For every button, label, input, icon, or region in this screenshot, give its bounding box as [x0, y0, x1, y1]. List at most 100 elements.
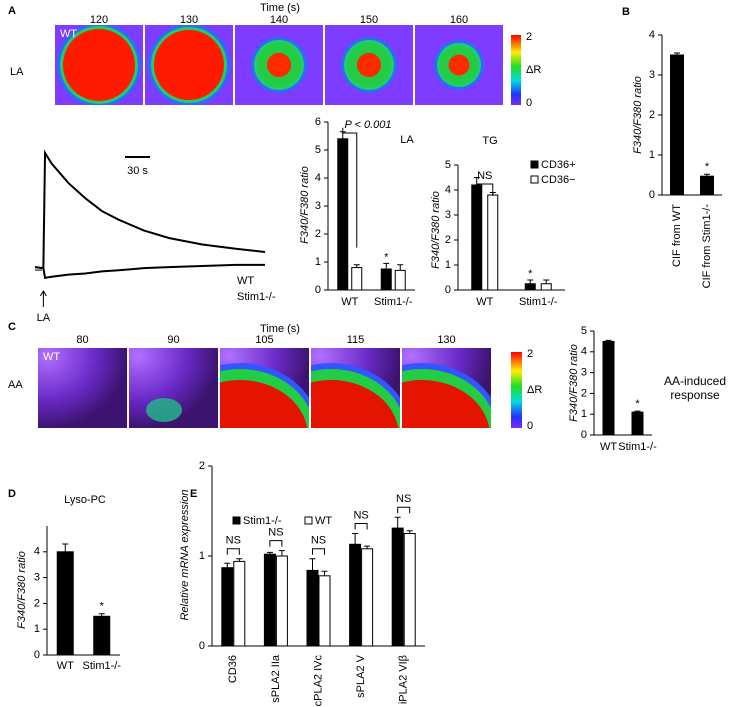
- error-bar: [224, 562, 231, 568]
- stimulus-arrow: [39, 290, 47, 307]
- legend-label: Stim1-/-: [243, 515, 282, 527]
- annotation: *: [100, 601, 105, 613]
- y-tick-label: 3: [649, 69, 655, 81]
- colorbar-label: ΔR: [526, 64, 541, 76]
- background: [38, 348, 127, 428]
- y-axis-label: F340/F380 ratio: [16, 551, 28, 629]
- bar: [56, 551, 74, 656]
- y-tick-label: 0: [581, 429, 587, 441]
- core: [402, 380, 490, 428]
- patch: [146, 398, 182, 422]
- error-bar: [321, 570, 328, 576]
- x-tick-label: Stim1-/-: [519, 296, 558, 308]
- x-tick-label: iPLA2 VIβ: [398, 655, 410, 704]
- time-label: 140: [270, 14, 288, 26]
- core: [266, 52, 292, 78]
- image-frame: [325, 25, 413, 105]
- y-tick-label: 1: [199, 550, 205, 562]
- panel-label: D: [8, 488, 16, 500]
- y-tick-label: 5: [581, 325, 587, 337]
- error-bar: [266, 551, 273, 555]
- x-tick-label: cPLA2 IVc: [312, 655, 324, 707]
- bar: [524, 283, 536, 291]
- time-axis-title: Time (s): [260, 323, 300, 335]
- bar: [540, 283, 552, 291]
- legend-swatch: [232, 516, 241, 525]
- x-tick-label: Stim1-/-: [83, 660, 122, 672]
- annotation: NS: [353, 509, 368, 521]
- bar: [631, 411, 644, 436]
- y-tick-label: 4: [649, 29, 655, 41]
- core: [356, 52, 382, 78]
- line: [34, 149, 266, 270]
- y-axis-label: F340/F380 ratio: [632, 76, 644, 154]
- bracket: [354, 523, 368, 530]
- y-axis-label: F340/F380 ratio: [568, 344, 580, 422]
- x-tick-label: sPLA2 V: [355, 654, 367, 697]
- panel-label: A: [8, 5, 16, 17]
- bracket: [397, 506, 411, 514]
- colorbar-tick: 2: [526, 31, 532, 43]
- image-frame: [415, 25, 503, 105]
- y-tick-label: 4: [445, 184, 451, 196]
- error-bar: [309, 558, 316, 571]
- colorbar-tick: 0: [526, 97, 532, 109]
- legend-swatch: [530, 160, 539, 169]
- image-frame: [235, 25, 323, 105]
- bar: [403, 533, 416, 647]
- annotation: NS: [268, 527, 283, 539]
- y-tick-label: 3: [581, 367, 587, 379]
- legend-label: WT: [315, 515, 332, 527]
- bar: [670, 54, 684, 196]
- bar: [380, 268, 392, 291]
- image-frame: [129, 348, 218, 428]
- y-tick-label: 0: [649, 189, 655, 201]
- y-tick-label: 2: [34, 597, 40, 609]
- y-tick-label: 0: [34, 649, 40, 661]
- panel-label: C: [8, 321, 16, 333]
- error-bar: [62, 543, 69, 552]
- y-tick-label: 2: [445, 234, 451, 246]
- bracket: [269, 540, 283, 547]
- error-bar: [674, 52, 680, 55]
- time-label: 160: [450, 14, 468, 26]
- annotation: NS: [226, 535, 241, 547]
- annotation: *: [384, 251, 389, 263]
- bar: [700, 175, 714, 196]
- colorbar: [511, 35, 521, 105]
- error-bar: [364, 545, 371, 549]
- error-bar: [543, 279, 550, 284]
- image-frame: [38, 348, 127, 428]
- time-label: 105: [255, 334, 273, 346]
- error-bar: [236, 558, 243, 562]
- time-label: 130: [437, 334, 455, 346]
- y-tick-label: 1: [649, 149, 655, 161]
- legend-swatch: [530, 175, 539, 184]
- bracket: [312, 548, 325, 555]
- treatment-label: AA: [8, 379, 23, 391]
- bar: [602, 340, 615, 436]
- y-axis-label: F340/F380 ratio: [299, 166, 311, 244]
- y-tick-label: 2: [581, 387, 587, 399]
- core: [220, 380, 308, 428]
- legend-label: CD36−: [541, 174, 576, 186]
- x-tick-label: WT: [476, 296, 493, 308]
- x-tick-label: WT: [341, 296, 358, 308]
- annotation: *: [705, 161, 710, 173]
- scale-bar-label: 30 s: [127, 165, 148, 177]
- error-bar: [383, 262, 390, 269]
- x-tick-label: Stim1-/-: [374, 296, 413, 308]
- y-tick-label: 2: [315, 228, 321, 240]
- error-bar: [397, 264, 404, 271]
- treatment-label: LA: [10, 66, 24, 78]
- error-bar: [98, 613, 105, 617]
- y-tick-label: 5: [445, 159, 451, 171]
- chart-title: TG: [482, 135, 497, 147]
- bar: [471, 184, 483, 291]
- error-bar: [527, 279, 534, 284]
- bar: [93, 615, 111, 656]
- y-tick-label: 0: [315, 284, 321, 296]
- y-tick-label: 3: [34, 572, 40, 584]
